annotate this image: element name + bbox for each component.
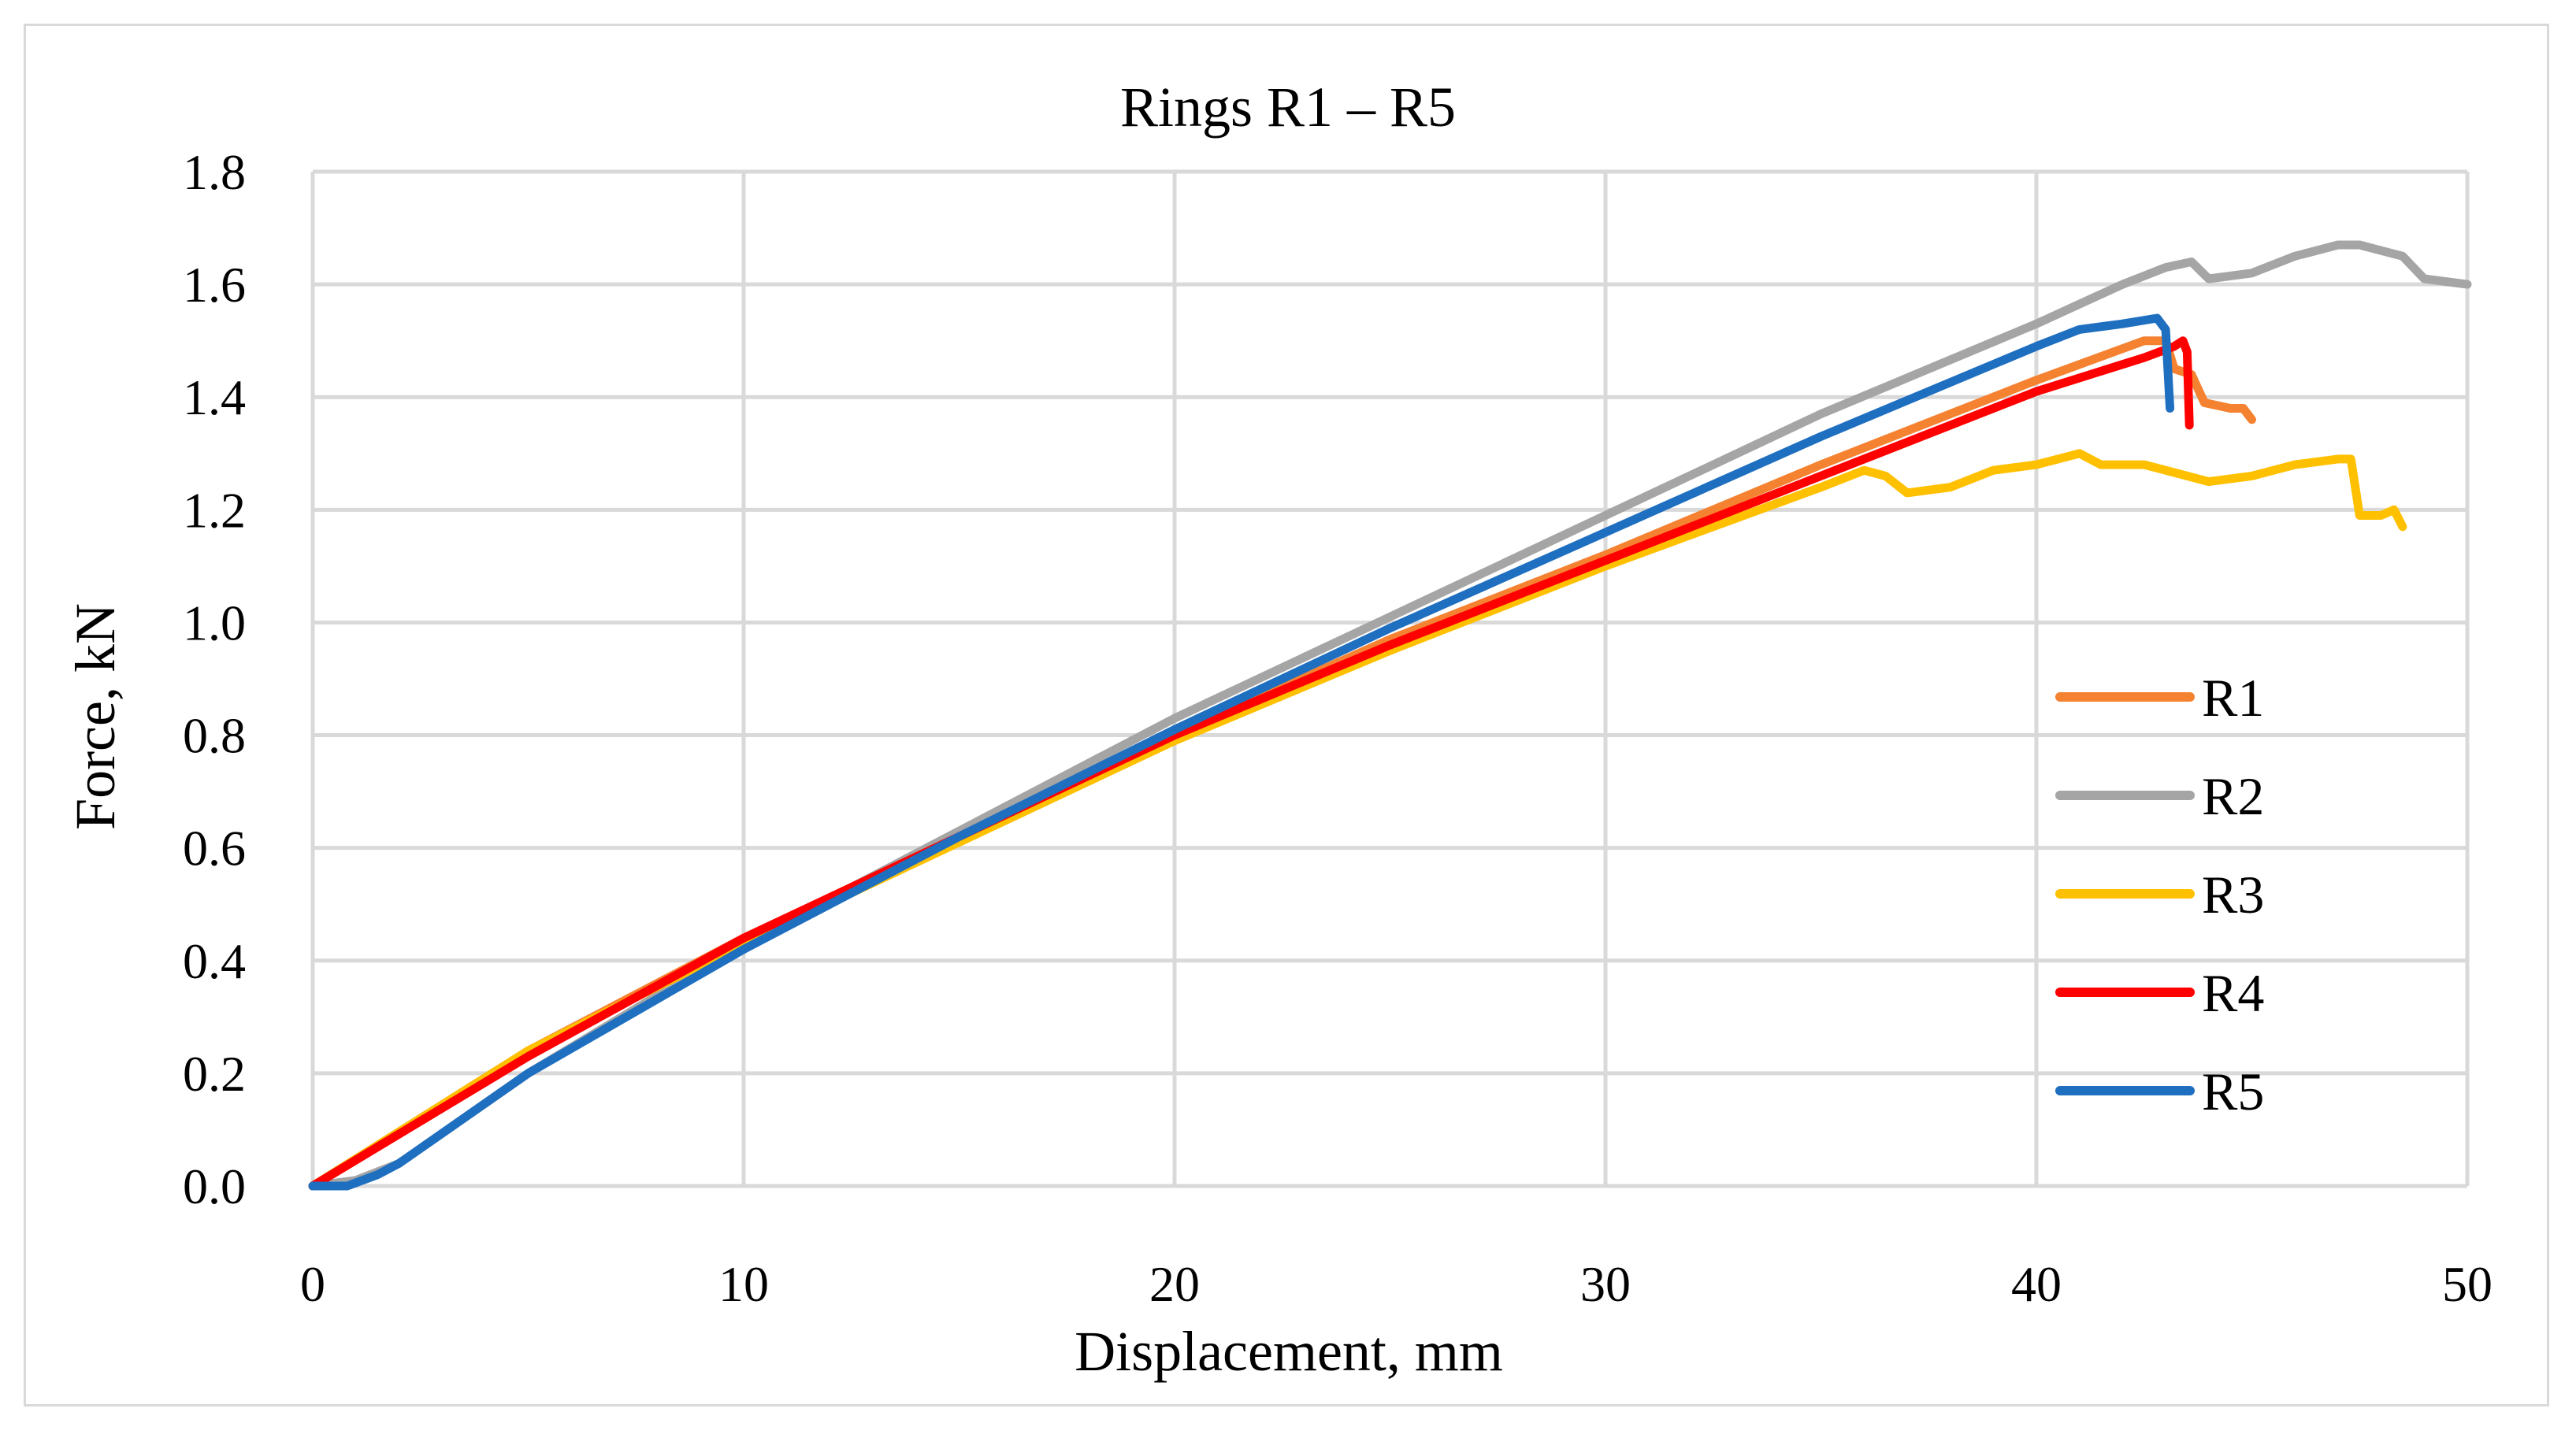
y-axis-label: Force, kN (64, 603, 127, 830)
y-tick-label: 1.2 (183, 482, 246, 538)
x-tick-label: 30 (1580, 1256, 1631, 1312)
y-tick-labels: 0.0 0.2 0.4 0.6 0.8 1.0 1.2 1.4 1.6 1.8 (183, 144, 246, 1214)
y-tick-label: 0.6 (183, 821, 246, 877)
y-tick-label: 0.4 (183, 933, 246, 989)
x-tick-label: 40 (2011, 1256, 2062, 1312)
x-tick-label: 0 (300, 1256, 325, 1312)
x-tick-labels: 0 10 20 30 40 50 (300, 1256, 2492, 1312)
y-tick-label: 1.6 (183, 257, 246, 313)
y-tick-label: 0.2 (183, 1046, 246, 1102)
legend-label-r3: R3 (2202, 865, 2264, 925)
grid-lines (310, 169, 2470, 1188)
legend: R1 R2 R3 R4 R5 (2055, 668, 2264, 1121)
x-axis-label: Displacement, mm (1075, 1320, 1503, 1383)
y-tick-label: 0.8 (183, 708, 246, 764)
chart-title: Rings R1 – R5 (1120, 76, 1456, 139)
legend-label-r4: R4 (2202, 963, 2264, 1023)
series-line-r1 (308, 336, 2256, 1191)
series-line-r3 (308, 449, 2407, 1191)
y-tick-label: 1.4 (183, 369, 246, 425)
series-layer (308, 240, 2472, 1191)
legend-label-r5: R5 (2202, 1062, 2264, 1121)
x-tick-label: 50 (2442, 1256, 2492, 1312)
series-line-r5 (308, 313, 2175, 1191)
series-line-r4 (308, 336, 2194, 1191)
x-tick-label: 10 (718, 1256, 769, 1312)
x-tick-label: 20 (1149, 1256, 1200, 1312)
chart-frame (24, 24, 2549, 1406)
y-tick-label: 1.0 (183, 595, 246, 650)
y-tick-label: 0.0 (183, 1158, 246, 1214)
series-line-r2 (308, 240, 2472, 1191)
legend-label-r1: R1 (2202, 668, 2264, 728)
legend-label-r2: R2 (2202, 766, 2264, 826)
y-tick-label: 1.8 (183, 144, 246, 200)
